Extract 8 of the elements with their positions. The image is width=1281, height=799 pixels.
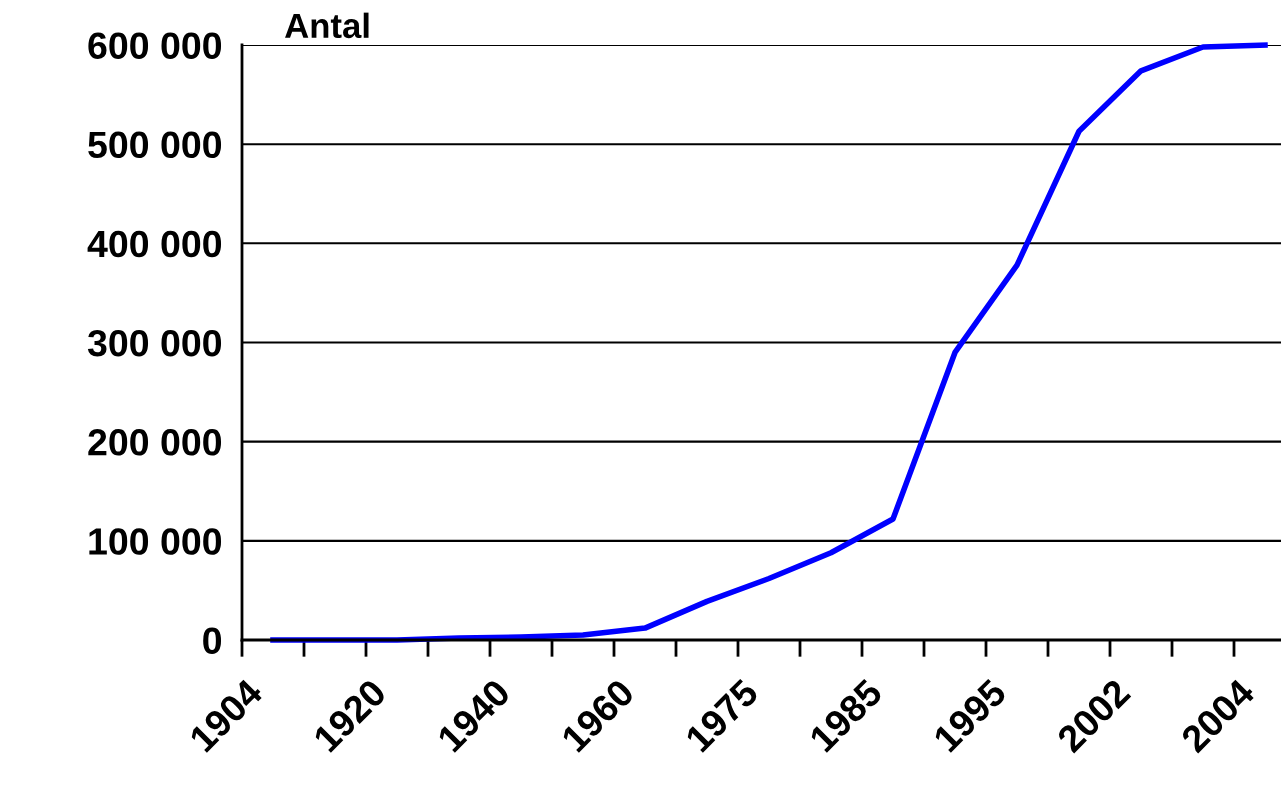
y-tick-label: 500 000 [88, 131, 222, 159]
y-tick-label: 0 [203, 627, 222, 654]
y-tick-label: 200 000 [88, 429, 222, 456]
y-tick-label: 100 000 [89, 528, 222, 555]
y-tick-label: 600 000 [88, 32, 222, 59]
y-tick-label: 300 000 [87, 329, 222, 357]
y-axis-title: Antal [285, 12, 369, 39]
y-tick-label: 400 000 [87, 230, 222, 258]
